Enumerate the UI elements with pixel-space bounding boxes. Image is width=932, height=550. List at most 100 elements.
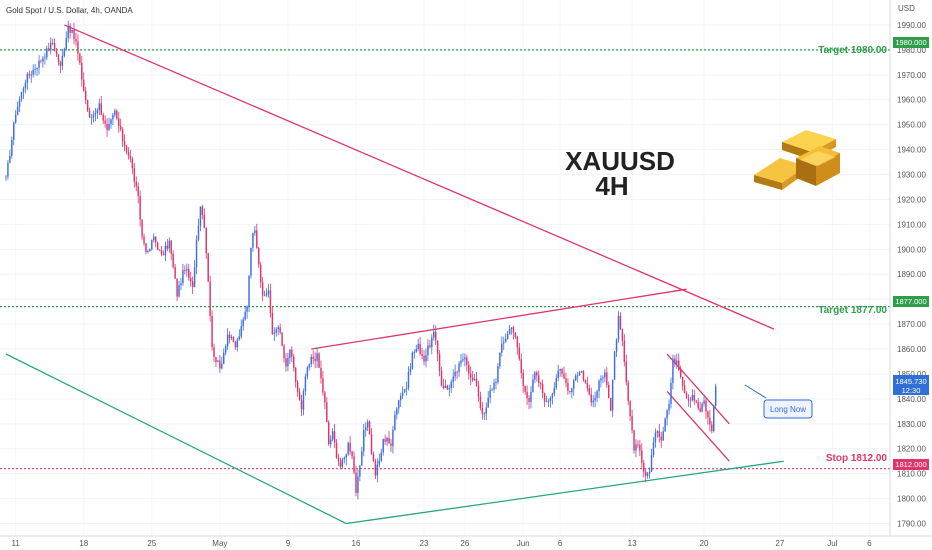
candle-body — [672, 358, 674, 383]
candle-body — [652, 442, 655, 456]
candle-body — [53, 43, 56, 51]
candle-body — [195, 239, 198, 268]
candle-body — [69, 25, 71, 33]
candle-body — [514, 332, 517, 337]
candle-body — [314, 358, 316, 361]
candle-body — [660, 436, 662, 441]
candle-body — [5, 176, 7, 178]
candle-body — [709, 417, 711, 425]
candle-body — [536, 372, 538, 376]
candle-body — [442, 385, 445, 388]
candle-body — [316, 353, 318, 361]
candle-body — [508, 328, 511, 335]
trendline-rising-channel-top[interactable] — [311, 288, 687, 350]
candle-body — [366, 421, 369, 428]
candle-body — [590, 394, 592, 403]
trendline-descending-support[interactable] — [5, 353, 347, 525]
candle-body — [598, 380, 600, 392]
chart-title-timeframe: 4H — [595, 171, 628, 201]
candle-body — [417, 343, 419, 350]
candle-body — [520, 359, 522, 373]
candle-body — [238, 336, 241, 340]
candle-body — [586, 382, 589, 389]
price-tick-label: 1940.00 — [897, 146, 926, 155]
candle-body — [627, 382, 629, 402]
candle-body — [534, 372, 536, 380]
candle-body — [349, 442, 351, 452]
candle-body — [65, 37, 67, 50]
candle-body — [22, 88, 25, 92]
candle-body — [407, 372, 410, 389]
candle-body — [619, 315, 622, 330]
candle-body — [281, 332, 283, 346]
candle-body — [631, 416, 633, 431]
target-low-price-tag: 1877.000 — [893, 296, 929, 307]
candle-body — [339, 461, 342, 467]
candle-body — [326, 402, 328, 423]
long-now-callout[interactable]: Long Now — [744, 384, 813, 419]
price-tick-label: 1920.00 — [897, 195, 926, 204]
candle-body — [392, 429, 394, 447]
candle-body — [24, 82, 27, 89]
candle-body — [201, 206, 204, 215]
candle-body — [483, 413, 486, 415]
trendline-flag-bottom[interactable] — [666, 390, 730, 462]
candle-body — [293, 356, 295, 368]
candle-body — [386, 437, 388, 442]
price-tick-label: 1950.00 — [897, 121, 926, 130]
candle-body — [188, 268, 190, 279]
trendline-rising-support[interactable] — [346, 460, 784, 525]
candle-body — [36, 67, 38, 69]
trendline-flag-top[interactable] — [666, 353, 730, 425]
candle-body — [388, 437, 390, 444]
candle-body — [703, 400, 705, 404]
candle-body — [114, 110, 116, 115]
candle-body — [304, 376, 307, 392]
candle-body — [493, 382, 495, 390]
candle-body — [448, 387, 451, 390]
candle-body — [131, 158, 134, 169]
candle-body — [606, 372, 608, 385]
candle-body — [149, 249, 151, 252]
candle-body — [481, 408, 484, 415]
time-tick-label: 9 — [286, 539, 291, 548]
candle-body — [34, 68, 36, 70]
current-price-tag: 1845.730 12:30 — [893, 375, 929, 395]
candle-body — [355, 472, 357, 493]
price-axis[interactable]: 1790.00 1800.00 1810.00 1820.00 1830.00 1840.… — [897, 21, 926, 529]
candle-body — [207, 253, 209, 282]
candle-body — [713, 405, 715, 432]
time-axis[interactable]: 11 18 25 May 9 16 23 26 Jun 6 13 20 27 Jul 6 — [12, 539, 873, 548]
stop-label: Stop 1812.00 — [826, 453, 888, 464]
candle-body — [460, 360, 462, 364]
candle-body — [681, 376, 684, 386]
candle-body — [20, 91, 23, 100]
candle-body — [487, 397, 489, 408]
candle-body — [378, 460, 381, 465]
candle-body — [139, 196, 141, 220]
candle-body — [184, 269, 186, 271]
candle-body — [312, 356, 314, 359]
candle-body — [254, 230, 256, 234]
candle-body — [189, 278, 192, 282]
candle-body — [549, 397, 552, 402]
candle-body — [382, 439, 384, 453]
candle-body — [11, 139, 13, 156]
candle-body — [374, 461, 377, 476]
candle-body — [633, 430, 635, 451]
candle-body — [567, 383, 569, 391]
candle-body — [133, 168, 136, 182]
symbol-title: Gold Spot / U.S. Dollar, 4h, OANDA — [6, 6, 133, 15]
candle-body — [497, 366, 499, 383]
long-now-label: Long Now — [770, 405, 806, 414]
candle-body — [609, 398, 612, 411]
trendline-descending-resistance[interactable] — [64, 24, 775, 330]
svg-text:12:30: 12:30 — [902, 386, 921, 395]
candle-body — [59, 62, 62, 66]
candle-body — [695, 400, 697, 402]
candle-body — [506, 334, 509, 340]
candle-body — [464, 357, 466, 360]
price-tick-label: 1800.00 — [897, 495, 926, 504]
